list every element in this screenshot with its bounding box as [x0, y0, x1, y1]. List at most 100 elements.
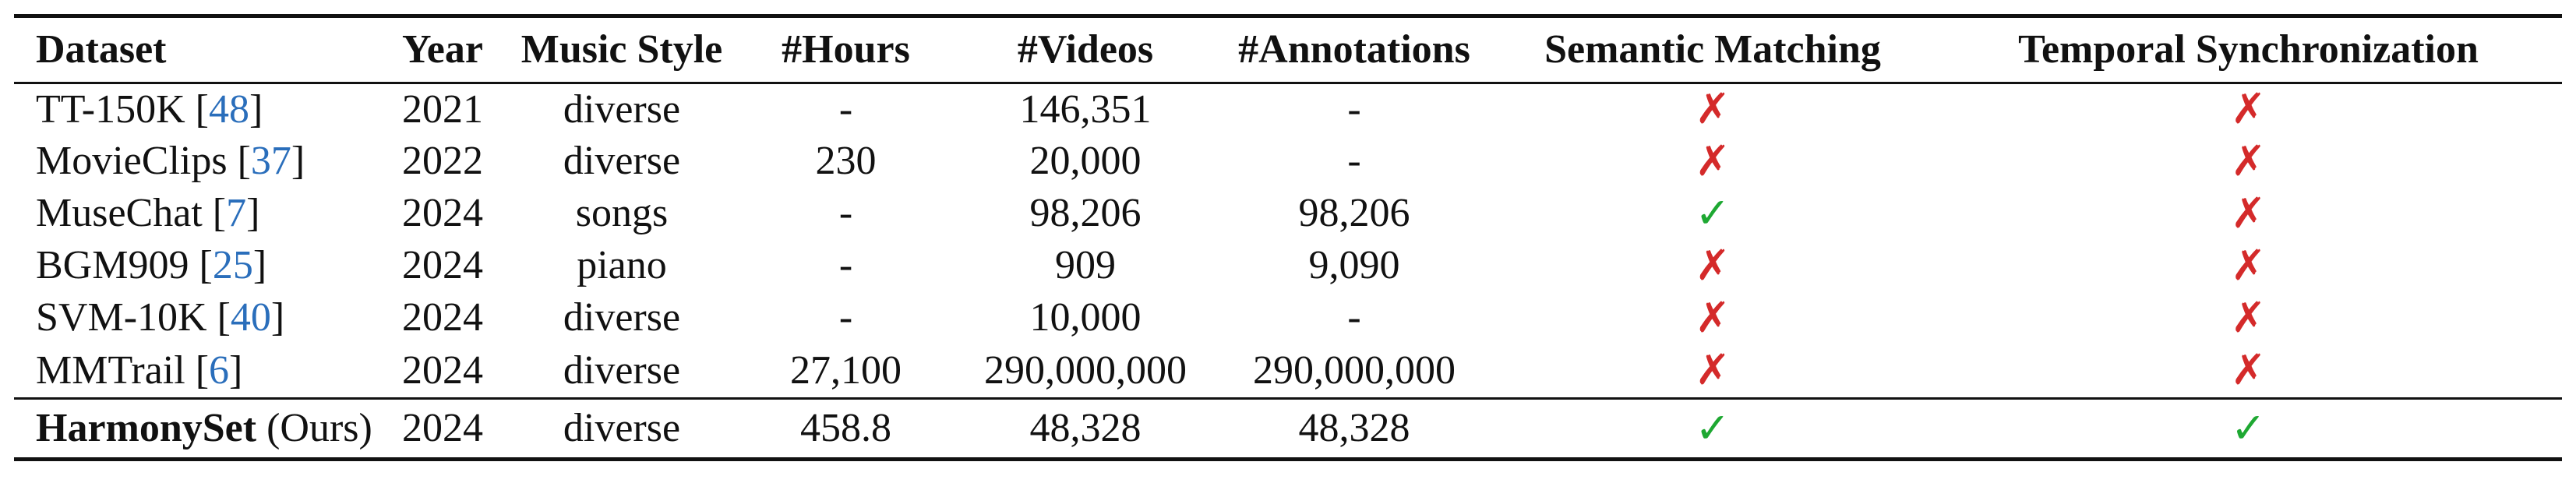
hours-cell: 230 — [815, 139, 877, 183]
videos-cell: 20,000 — [1029, 139, 1142, 183]
annotations-cell: 98,206 — [1298, 191, 1410, 235]
check-icon: ✓ — [1695, 188, 1731, 238]
header-semantic-matching: Semantic Matching — [1491, 14, 1935, 84]
semantic-matching-cell: ✗ — [1491, 136, 1935, 188]
header-dataset: Dataset — [14, 14, 380, 84]
annotations-cell: 9,090 — [1308, 243, 1400, 287]
header-temporal-synchronization: Temporal Synchronization — [1935, 14, 2562, 84]
dataset-cell: TT-150K [48] — [36, 86, 263, 132]
cross-icon: ✗ — [1695, 240, 1731, 290]
ours-suffix: (Ours) — [266, 406, 372, 450]
header-hours: #Hours — [739, 14, 953, 84]
dataset-cell: BGM909 [25] — [36, 243, 267, 287]
style-cell: diverse — [563, 295, 681, 340]
dataset-cell: SVM-10K [40] — [36, 295, 285, 340]
annotations-cell: - — [1347, 86, 1361, 132]
semantic-matching-cell: ✗ — [1491, 83, 1935, 136]
header-videos: #Videos — [953, 14, 1218, 84]
table-row: MovieClips [37] 2022 diverse 230 20,000 … — [14, 136, 2562, 188]
dataset-comparison-table: Dataset Year Music Style #Hours #Videos … — [14, 14, 2562, 461]
dataset-name: MuseChat — [36, 191, 203, 235]
citation-link[interactable]: 40 — [230, 295, 271, 340]
ours-row: HarmonySet (Ours) 2024 diverse 458.8 48,… — [14, 397, 2562, 461]
header-year: Year — [380, 14, 505, 84]
table-row: MMTrail [6] 2024 diverse 27,100 290,000,… — [14, 344, 2562, 399]
cross-icon: ✗ — [2230, 188, 2267, 238]
hours-cell: - — [838, 295, 853, 340]
dataset-name: HarmonySet — [36, 406, 257, 450]
header-row: Dataset Year Music Style #Hours #Videos … — [14, 14, 2562, 84]
temporal-sync-cell: ✗ — [1935, 240, 2562, 292]
table-row: BGM909 [25] 2024 piano - 909 9,090 ✗ ✗ — [14, 240, 2562, 292]
videos-cell: 146,351 — [1019, 86, 1152, 132]
videos-cell: 909 — [1055, 243, 1116, 287]
cross-icon: ✗ — [2230, 84, 2267, 134]
header-music-style: Music Style — [505, 14, 739, 84]
year-cell: 2024 — [380, 397, 505, 461]
cross-icon: ✗ — [2230, 136, 2267, 185]
videos-cell: 10,000 — [1029, 295, 1142, 340]
header-annotations: #Annotations — [1218, 14, 1491, 84]
hours-cell: - — [838, 191, 853, 235]
cross-icon: ✗ — [1695, 84, 1731, 134]
videos-cell: 98,206 — [1029, 191, 1142, 235]
dataset-cell: MuseChat [7] — [36, 191, 260, 235]
dataset-name: MovieClips — [36, 139, 228, 183]
temporal-sync-cell: ✗ — [1935, 188, 2562, 240]
temporal-sync-cell: ✗ — [1935, 344, 2562, 399]
style-cell: diverse — [563, 86, 681, 132]
hours-cell: - — [838, 86, 853, 132]
dataset-cell: MovieClips [37] — [36, 139, 305, 183]
hours-cell: 27,100 — [790, 347, 902, 393]
style-cell: diverse — [505, 397, 739, 461]
cross-icon: ✗ — [2230, 345, 2267, 395]
hours-cell: 458.8 — [739, 397, 953, 461]
cross-icon: ✗ — [1695, 292, 1731, 342]
semantic-matching-cell: ✗ — [1491, 344, 1935, 399]
cross-icon: ✗ — [2230, 292, 2267, 342]
year-cell: 2024 — [402, 347, 483, 393]
citation-link[interactable]: 25 — [212, 243, 253, 287]
check-icon: ✓ — [2230, 403, 2267, 453]
dataset-name: TT-150K — [36, 86, 185, 132]
table-row: MuseChat [7] 2024 songs - 98,206 98,206 … — [14, 188, 2562, 240]
semantic-matching-cell: ✓ — [1491, 397, 1935, 461]
temporal-sync-cell: ✗ — [1935, 292, 2562, 344]
videos-cell: 290,000,000 — [984, 347, 1187, 393]
annotations-cell: - — [1347, 295, 1361, 340]
style-cell: diverse — [563, 347, 681, 393]
check-icon: ✓ — [1695, 403, 1731, 453]
style-cell: diverse — [563, 139, 681, 183]
temporal-sync-cell: ✗ — [1935, 83, 2562, 136]
citation-link[interactable]: 7 — [226, 191, 247, 235]
year-cell: 2024 — [402, 243, 483, 287]
year-cell: 2021 — [402, 86, 483, 132]
table-row: SVM-10K [40] 2024 diverse - 10,000 - ✗ ✗ — [14, 292, 2562, 344]
style-cell: songs — [575, 191, 669, 235]
temporal-sync-cell: ✗ — [1935, 136, 2562, 188]
videos-cell: 48,328 — [953, 397, 1218, 461]
annotations-cell: 48,328 — [1218, 397, 1491, 461]
semantic-matching-cell: ✗ — [1491, 240, 1935, 292]
dataset-name: MMTrail — [36, 347, 185, 393]
dataset-name: BGM909 — [36, 243, 189, 287]
year-cell: 2024 — [402, 191, 483, 235]
citation-link[interactable]: 6 — [209, 347, 230, 393]
annotations-cell: - — [1347, 139, 1361, 183]
temporal-sync-cell: ✓ — [1935, 397, 2562, 461]
table-row: TT-150K [48] 2021 diverse - 146,351 - ✗ … — [14, 83, 2562, 136]
hours-cell: - — [838, 243, 853, 287]
cross-icon: ✗ — [2230, 240, 2267, 290]
style-cell: piano — [577, 243, 667, 287]
annotations-cell: 290,000,000 — [1253, 347, 1456, 393]
dataset-cell: HarmonySet (Ours) — [14, 397, 380, 461]
cross-icon: ✗ — [1695, 345, 1731, 395]
citation-link[interactable]: 37 — [250, 139, 291, 183]
cross-icon: ✗ — [1695, 136, 1731, 185]
year-cell: 2022 — [402, 139, 483, 183]
year-cell: 2024 — [402, 295, 483, 340]
dataset-name: SVM-10K — [36, 295, 207, 340]
citation-link[interactable]: 48 — [208, 86, 249, 132]
dataset-cell: MMTrail [6] — [36, 347, 243, 393]
